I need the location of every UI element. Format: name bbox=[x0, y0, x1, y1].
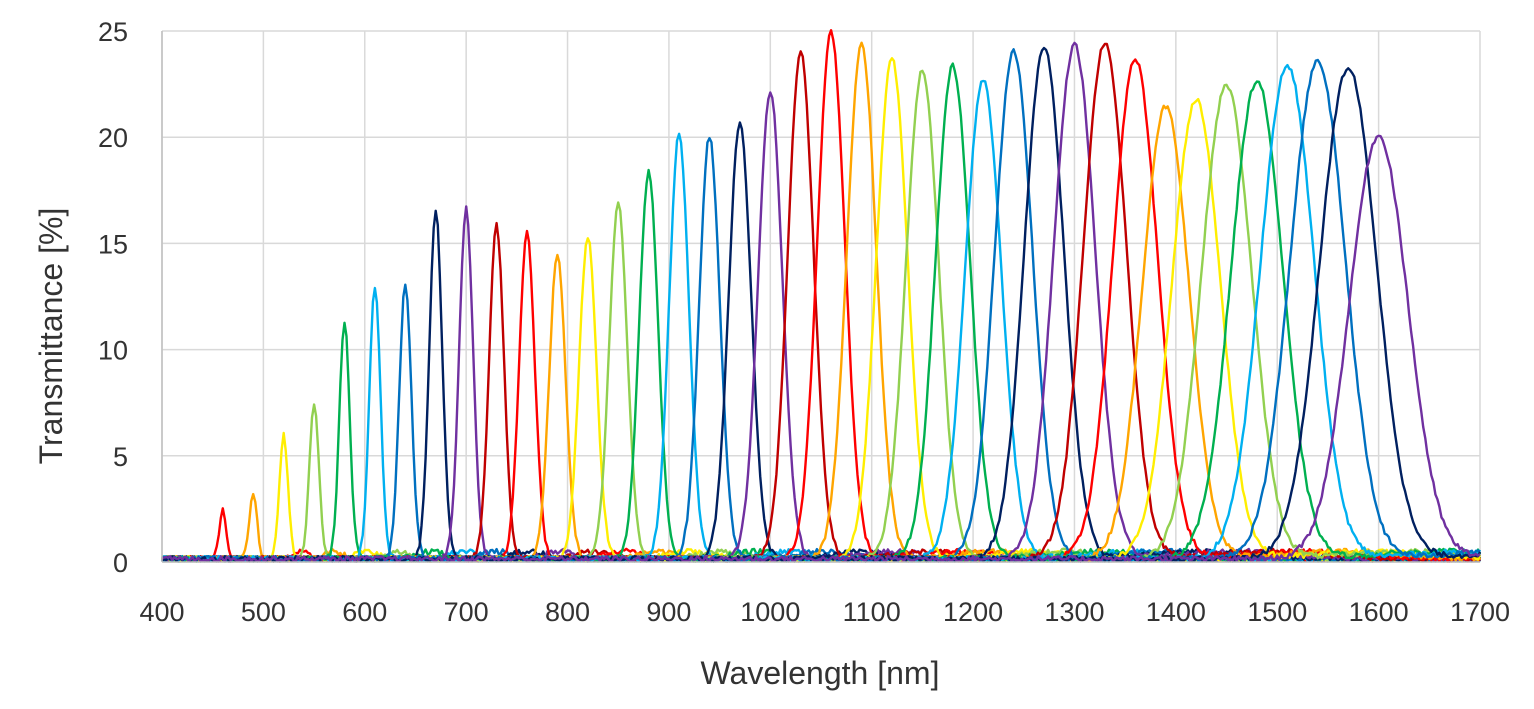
x-tick-label: 900 bbox=[646, 597, 691, 627]
series-curve-1270 bbox=[161, 46, 1481, 563]
y-tick-labels: 0 5 10 15 20 25 bbox=[98, 17, 128, 578]
grid bbox=[161, 30, 1481, 563]
x-tick-label: 1600 bbox=[1349, 597, 1409, 627]
x-tick-label: 600 bbox=[342, 597, 387, 627]
x-tick-label: 1300 bbox=[1044, 597, 1104, 627]
series-curve-1240 bbox=[162, 48, 1481, 563]
x-tick-label: 500 bbox=[241, 597, 286, 627]
x-tick-label: 1700 bbox=[1450, 597, 1510, 627]
series-curve-1570 bbox=[161, 67, 1482, 563]
x-tick-label: 1000 bbox=[740, 597, 800, 627]
series-curve-1300 bbox=[161, 41, 1481, 563]
y-tick-label: 0 bbox=[113, 548, 128, 578]
series-curve-1600 bbox=[161, 134, 1481, 563]
series-curve-880 bbox=[161, 168, 1481, 563]
y-axis-title: Transmittance [%] bbox=[33, 208, 69, 465]
series-curve-1060 bbox=[161, 29, 1481, 563]
y-tick-label: 25 bbox=[98, 17, 128, 47]
y-tick-label: 20 bbox=[98, 123, 128, 153]
series-curve-1330 bbox=[161, 42, 1481, 563]
series-curve-1090 bbox=[161, 41, 1482, 563]
x-tick-labels: 400 500 600 700 800 900 1000 1100 1200 1300 1400 15… bbox=[139, 597, 1510, 627]
axes bbox=[161, 31, 1480, 563]
x-tick-label: 800 bbox=[545, 597, 590, 627]
y-tick-label: 5 bbox=[113, 442, 128, 472]
x-tick-label: 1100 bbox=[843, 597, 901, 627]
x-tick-label: 1400 bbox=[1146, 597, 1206, 627]
x-tick-label: 1500 bbox=[1247, 597, 1307, 627]
series-curves bbox=[160, 29, 1482, 563]
series-curve-1030 bbox=[161, 50, 1481, 563]
y-tick-label: 10 bbox=[98, 336, 128, 366]
y-tick-label: 15 bbox=[98, 229, 128, 259]
x-tick-label: 1200 bbox=[943, 597, 1003, 627]
x-tick-label: 700 bbox=[444, 597, 489, 627]
series-curve-520 bbox=[160, 431, 1481, 563]
x-axis-title: Wavelength [nm] bbox=[701, 655, 940, 691]
x-tick-label: 400 bbox=[139, 597, 184, 627]
